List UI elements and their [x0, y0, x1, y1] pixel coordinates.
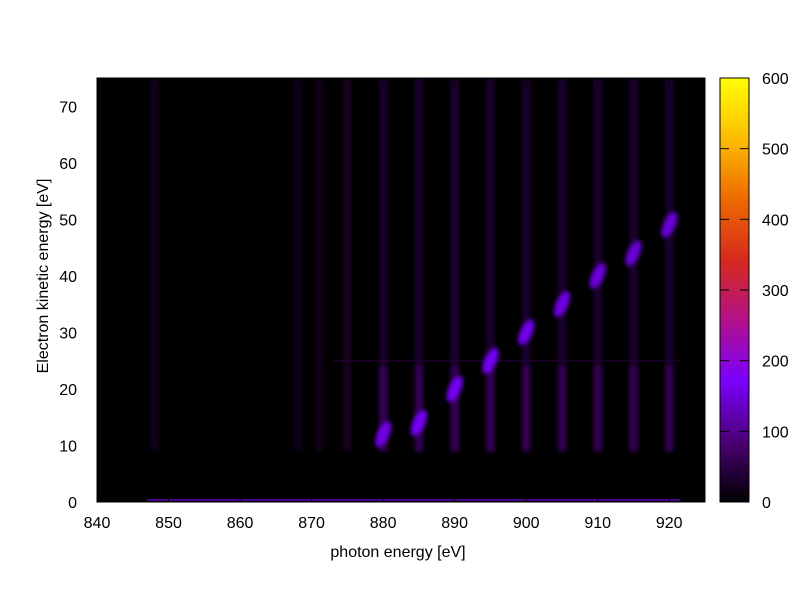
colorbar-tick-label: 200	[762, 354, 789, 371]
x-tick-label: 880	[370, 515, 397, 532]
heatmap-band	[486, 78, 494, 452]
colorbar-tick-label: 300	[762, 283, 789, 300]
x-axis: 840 850 860 870 880 890 900 910 920	[84, 78, 683, 532]
colorbar-tick-label: 500	[762, 142, 789, 159]
peak-point	[482, 347, 499, 374]
heatmap-band	[150, 78, 158, 452]
heatmap-band	[594, 78, 602, 452]
y-axis-label: Electron kinetic energy [eV]	[35, 179, 52, 374]
heatmap-baseline	[147, 499, 680, 501]
heatmap-layer	[147, 78, 680, 501]
heatmap-band-lower	[558, 366, 566, 452]
y-tick-label: 10	[59, 438, 77, 455]
peak-point	[446, 375, 463, 402]
heatmap-band-lower	[451, 366, 459, 452]
heatmap-band-lower	[594, 366, 602, 452]
peak-point	[518, 319, 535, 346]
heatmap-band	[343, 78, 351, 452]
peak-point	[661, 212, 678, 238]
x-tick-label: 840	[84, 515, 111, 532]
y-axis: 0 10 20 30 40 50 60 70	[59, 99, 705, 512]
heatmap-band	[451, 78, 459, 452]
peak-point	[589, 262, 606, 289]
colorbar-tick-label: 400	[762, 212, 789, 229]
y-tick-label: 30	[59, 325, 77, 342]
heatmap-band-lower	[415, 366, 423, 452]
y-tick-label: 60	[59, 156, 77, 173]
x-axis-label: photon energy [eV]	[330, 544, 465, 561]
heatmap-band-lower	[379, 366, 387, 452]
colorbar-tick-label: 600	[762, 71, 789, 88]
y-tick-label: 70	[59, 99, 77, 116]
x-tick-label: 920	[656, 515, 683, 532]
x-tick-label: 850	[155, 515, 182, 532]
heatmap-band	[293, 78, 301, 452]
x-tick-label: 890	[441, 515, 468, 532]
y-tick-label: 40	[59, 269, 77, 286]
plot-area	[97, 78, 705, 502]
heatmap-band	[665, 78, 673, 452]
x-tick-label: 870	[298, 515, 325, 532]
heatmap-band	[558, 78, 566, 452]
heatmap-band	[415, 78, 423, 452]
peak-point	[410, 409, 427, 436]
x-tick-label: 910	[584, 515, 611, 532]
colorbar-axis: 0 100 200 300 400 500 600	[720, 71, 789, 512]
heatmap-band-lower	[486, 366, 494, 452]
y-tick-label: 0	[68, 495, 77, 512]
x-tick-label: 860	[227, 515, 254, 532]
y-tick-label: 20	[59, 382, 77, 399]
colorbar-tick-label: 100	[762, 424, 789, 441]
heatmap-streak	[333, 359, 680, 362]
heatmap-band	[315, 78, 323, 452]
heatmap-band	[379, 78, 387, 452]
heatmap-band	[629, 78, 637, 452]
peak-point	[375, 421, 392, 448]
heatmap-band-lower	[522, 366, 530, 452]
y-tick-label: 50	[59, 212, 77, 229]
x-tick-label: 900	[513, 515, 540, 532]
heatmap-band-lower	[629, 366, 637, 452]
peak-point	[553, 291, 570, 318]
heatmap-band	[522, 78, 530, 452]
heatmap-band-lower	[665, 366, 673, 452]
peak-point	[625, 240, 642, 267]
plot-frame	[96, 77, 706, 503]
colorbar-tick-label: 0	[762, 495, 771, 512]
